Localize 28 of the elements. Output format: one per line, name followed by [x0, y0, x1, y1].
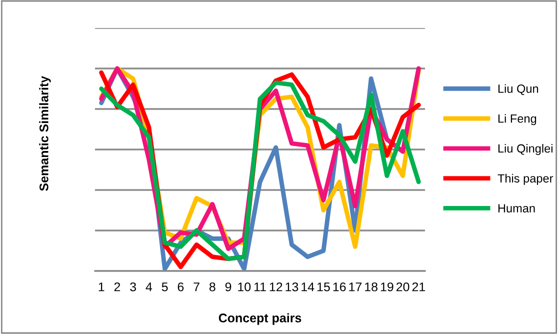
x-tick-label: 14: [302, 282, 314, 292]
x-tick-label: 12: [270, 282, 282, 292]
x-tick-label: 19: [380, 282, 394, 292]
x-tick-label: 17: [349, 282, 362, 292]
legend-label: This paper: [498, 174, 554, 185]
legend-label: Human: [498, 204, 535, 212]
x-tick-label: 16: [333, 282, 346, 292]
x-tick-label: 9: [225, 282, 232, 292]
x-tick-label: 5: [162, 282, 168, 292]
x-tick-label: 3: [130, 282, 136, 292]
x-tick-label: 8: [209, 282, 216, 292]
x-tick-label: 6: [178, 282, 184, 292]
x-tick-label: 20: [396, 282, 410, 292]
legend-label: Liu Qinglei: [498, 144, 552, 155]
x-tick-label: 15: [317, 282, 330, 292]
x-tick-label: 21: [412, 282, 425, 292]
x-tick-label: 11: [254, 282, 266, 292]
x-axis-title: Concept pairs: [218, 313, 302, 325]
legend-label: Liu Qun: [498, 84, 538, 95]
x-tick-label: 2: [114, 282, 120, 292]
x-tick-label: 4: [146, 282, 152, 292]
y-axis-title: Semantic Similarity: [39, 76, 51, 191]
x-tick-label: 7: [194, 282, 200, 292]
x-tick-label: 10: [238, 282, 251, 292]
legend-label: Li Feng: [498, 114, 536, 126]
x-tick-label: 13: [286, 282, 298, 292]
x-tick-label: 18: [365, 282, 378, 292]
x-tick-label: 1: [98, 282, 104, 292]
